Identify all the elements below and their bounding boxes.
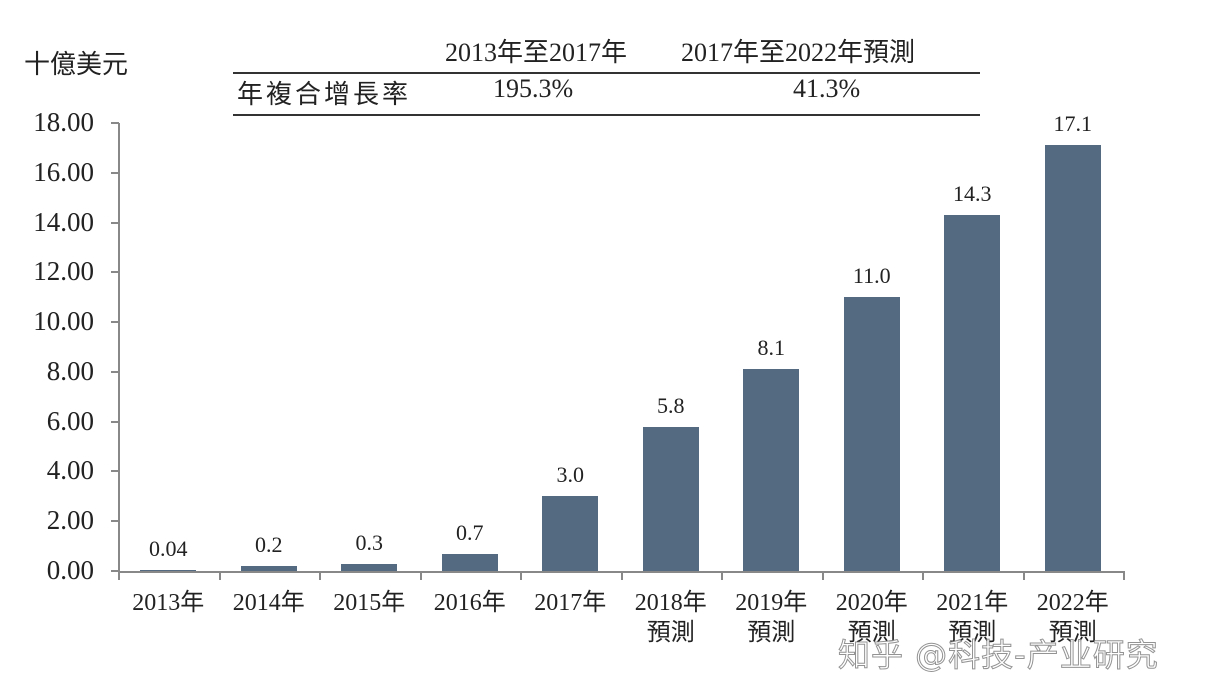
y-axis-tick xyxy=(111,271,119,274)
y-axis-tick xyxy=(111,122,119,124)
y-tick-label: 0.00 xyxy=(46,555,94,585)
x-axis-tick xyxy=(118,571,120,580)
bar-value-label: 0.3 xyxy=(355,529,384,555)
x-axis-tick xyxy=(1022,571,1025,580)
x-tick-label: 2017年 xyxy=(520,588,620,618)
bar xyxy=(542,496,599,571)
x-tick-label: 2019年預測 xyxy=(721,588,821,648)
y-tick-label: 8.00 xyxy=(46,355,94,386)
x-axis-tick xyxy=(721,571,723,580)
bar-value-label: 5.8 xyxy=(657,392,685,418)
x-tick-label-line: 2017年 xyxy=(534,590,607,616)
bar-value-label: 0.04 xyxy=(149,536,188,561)
bar xyxy=(944,215,1001,571)
x-tick-label-line: 預測 xyxy=(1048,620,1097,646)
x-tick-label-line: 預測 xyxy=(747,620,796,646)
y-tick-label: 6.00 xyxy=(46,405,94,436)
x-tick-label-line: 2019年 xyxy=(735,590,808,616)
x-tick-label-line: 2015年 xyxy=(333,590,406,616)
bar xyxy=(441,553,498,571)
x-tick-label: 2013年 xyxy=(118,588,218,618)
y-axis-tick xyxy=(111,171,119,174)
cagr-table-bottom-rule xyxy=(233,114,980,116)
x-tick-label: 2021年預測 xyxy=(922,588,1022,648)
x-axis-tick xyxy=(520,571,522,580)
y-tick-label: 4.00 xyxy=(46,455,94,486)
x-tick-label: 2022年預測 xyxy=(1023,588,1123,648)
x-tick-label-line: 預測 xyxy=(948,620,997,646)
watermark: 知乎 @科技-产业研究 xyxy=(838,636,1159,675)
y-tick-label: 14.00 xyxy=(33,206,94,237)
bar-value-label: 8.1 xyxy=(757,335,786,361)
x-axis-tick xyxy=(319,571,321,580)
x-tick-label: 2014年 xyxy=(219,588,319,618)
y-axis-tick xyxy=(111,370,119,373)
bar-value-label: 17.1 xyxy=(1053,111,1093,137)
x-tick-label-line: 2016年 xyxy=(433,590,506,616)
cagr-table-header: 2013年至2017年 2017年至2022年預測 xyxy=(233,32,980,72)
x-axis-tick xyxy=(218,571,221,580)
x-tick-label-line: 2021年 xyxy=(936,590,1009,616)
x-tick-label-line: 2014年 xyxy=(232,590,305,616)
x-axis-tick xyxy=(821,571,824,580)
bar-value-label: 3.0 xyxy=(556,462,585,488)
x-tick-label-line: 2013年 xyxy=(132,590,205,616)
y-tick-label: 10.00 xyxy=(33,306,94,337)
cagr-header-period-1: 2013年至2017年 xyxy=(445,38,628,67)
x-tick-label-line: 預測 xyxy=(646,620,695,646)
y-axis-tick xyxy=(111,520,119,523)
x-tick-label-line: 2020年 xyxy=(835,590,908,616)
x-axis-tick xyxy=(1123,571,1125,580)
x-axis-tick xyxy=(620,571,623,580)
y-tick-label: 16.00 xyxy=(33,156,94,187)
y-tick-label: 12.00 xyxy=(33,256,94,287)
y-axis-tick xyxy=(111,570,119,572)
y-axis-unit-label: 十億美元 xyxy=(24,50,129,79)
y-axis-tick xyxy=(111,420,119,423)
bar xyxy=(140,570,197,571)
bar-value-label: 14.3 xyxy=(953,181,992,207)
cagr-header-period-2: 2017年至2022年預測 xyxy=(681,38,916,67)
bar-value-label: 0.2 xyxy=(255,532,283,558)
x-tick-label-line: 2022年 xyxy=(1036,590,1109,616)
x-tick-label-line: 2018年 xyxy=(634,590,707,616)
y-axis-tick xyxy=(111,321,119,324)
bar xyxy=(743,369,800,571)
cagr-value-period-1: 195.3% xyxy=(493,74,574,103)
bar xyxy=(341,563,398,571)
cagr-row-label: 年複合增長率 xyxy=(237,80,412,109)
x-tick-label: 2020年預測 xyxy=(822,588,922,648)
y-axis-line xyxy=(118,123,120,572)
x-axis-tick xyxy=(922,571,924,580)
x-tick-label-line: 預測 xyxy=(847,620,896,646)
y-tick-label: 2.00 xyxy=(46,505,94,536)
bar-value-label: 0.7 xyxy=(456,519,484,545)
y-axis-tick xyxy=(111,221,119,224)
x-tick-label: 2018年預測 xyxy=(621,588,721,648)
cagr-table-row: 年複合增長率 195.3% 41.3% xyxy=(233,74,980,114)
x-tick-label: 2015年 xyxy=(319,588,419,618)
x-axis-tick xyxy=(419,571,422,580)
bar xyxy=(240,566,297,571)
bar xyxy=(843,297,900,571)
cagr-table-divider xyxy=(233,72,980,74)
bar xyxy=(1044,145,1101,571)
y-axis-tick xyxy=(111,470,119,473)
bar-value-label: 11.0 xyxy=(852,263,891,289)
bar xyxy=(642,426,699,571)
cagr-value-period-2: 41.3% xyxy=(793,74,861,103)
x-tick-label: 2016年 xyxy=(420,588,520,618)
y-tick-label: 18.00 xyxy=(33,107,94,137)
